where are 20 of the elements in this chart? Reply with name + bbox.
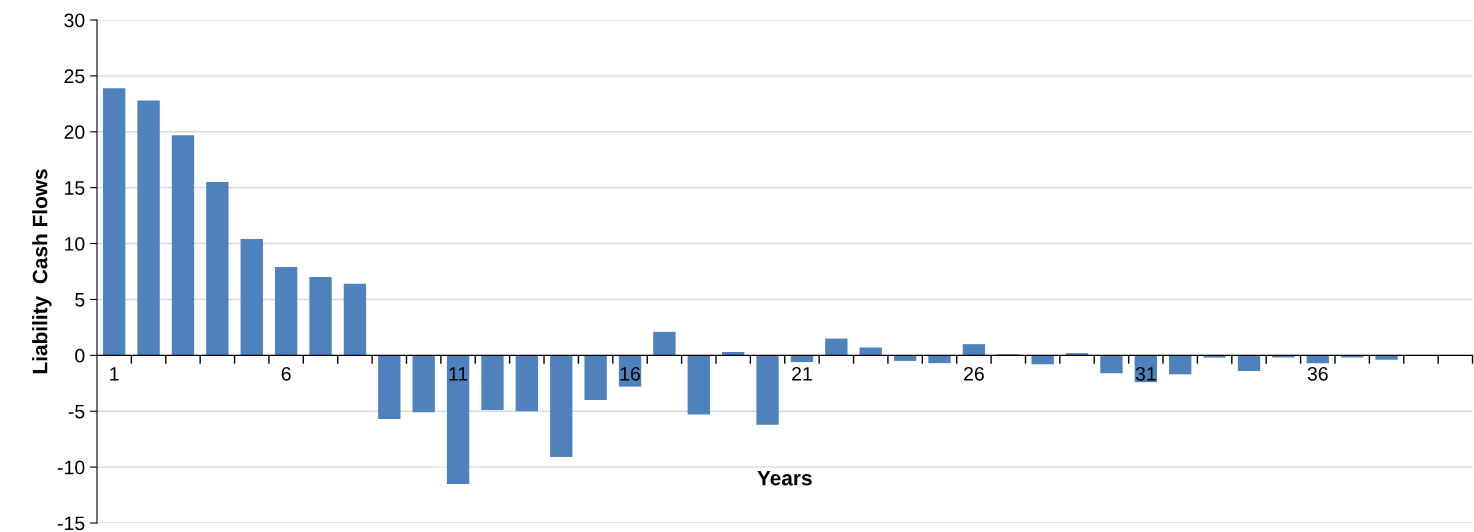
y-tick-label: 25 xyxy=(64,69,85,84)
x-tick-label: 26 xyxy=(964,366,984,381)
y-tick-label: -10 xyxy=(57,460,85,475)
y-tick-label: 20 xyxy=(64,125,85,140)
x-tick-label: 1 xyxy=(110,367,119,381)
y-tick-label: 30 xyxy=(64,13,85,28)
y-axis-title: Liability Cash Flows xyxy=(32,169,52,374)
y-tick-label: 0 xyxy=(75,348,85,363)
x-tick-label: 21 xyxy=(792,366,812,381)
x-tick-label: 6 xyxy=(281,366,291,381)
x-axis-title: Years xyxy=(757,470,812,486)
x-tick-label: 31 xyxy=(1135,366,1156,381)
x-tick-label: 36 xyxy=(1307,366,1328,381)
x-tick-label: 11 xyxy=(449,367,468,381)
x-tick-label: 16 xyxy=(620,366,640,381)
y-tick-label: 15 xyxy=(65,181,85,195)
y-tick-label: -5 xyxy=(68,404,85,419)
y-tick-label: 10 xyxy=(65,237,85,251)
y-tick-label: -15 xyxy=(57,516,85,531)
y-tick-label: 5 xyxy=(75,293,85,307)
